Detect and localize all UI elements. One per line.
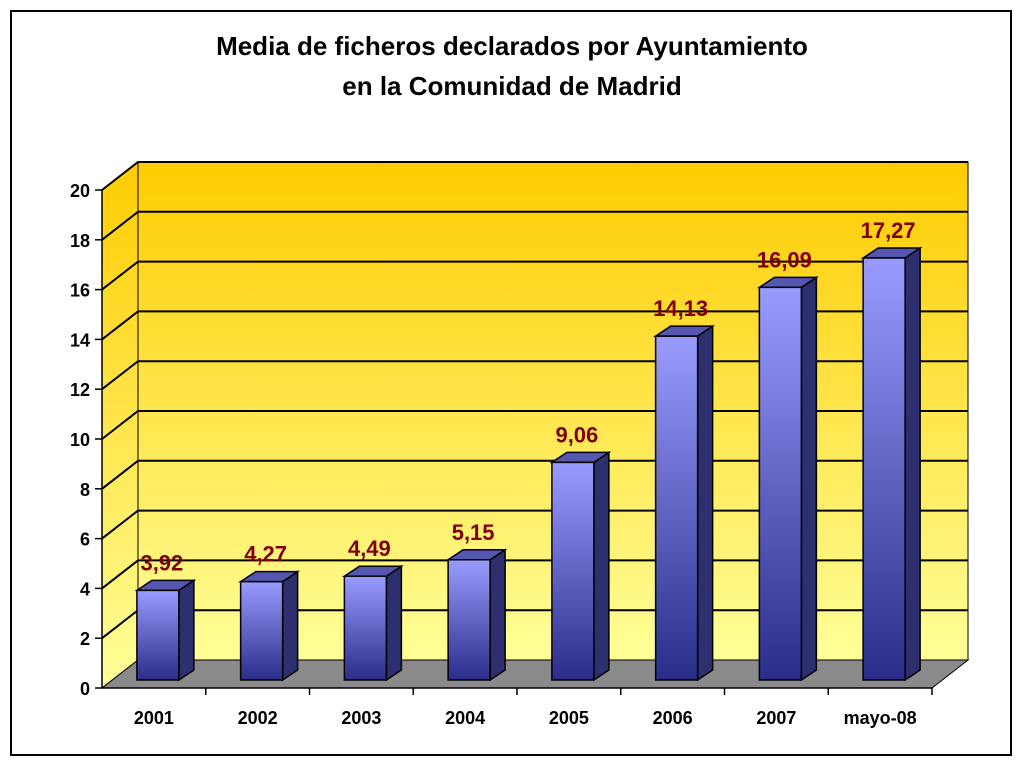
bar-side [385, 564, 403, 682]
bar-side [593, 451, 610, 682]
axes: 0 2 4 6 8 10 12 14 16 18 20 [70, 181, 933, 699]
bar-side [904, 246, 921, 682]
y-tick-label: 10 [70, 430, 90, 450]
bar [653, 324, 716, 682]
gridline [101, 210, 968, 241]
floor [100, 659, 970, 689]
bar-front [758, 286, 803, 681]
y-tick-label: 6 [80, 530, 90, 550]
data-label: 16,09 [757, 247, 812, 272]
gridline [101, 161, 968, 191]
y-tick-label: 18 [70, 231, 90, 251]
y-tick-label: 2 [80, 629, 90, 649]
y-tick-label: 12 [70, 380, 90, 400]
data-label: 17,27 [861, 218, 916, 243]
bar-front [447, 559, 491, 681]
bar-front [136, 589, 180, 681]
data-label: 4,27 [244, 542, 287, 567]
data-label: 14,13 [653, 296, 708, 321]
bar-front [862, 257, 906, 681]
bar-side [800, 275, 818, 682]
data-label: 5,15 [452, 520, 495, 545]
y-tick-label: 14 [70, 330, 90, 350]
bar [549, 451, 612, 682]
labels: 3,92 2001 4,27 2002 4,49 2003 5,15 2004 9,06 2005… [134, 218, 917, 728]
chart-title-line-2: en la Comunidad de Madrid [342, 71, 682, 101]
bar-side [281, 570, 299, 682]
y-tick-label: 8 [80, 480, 90, 500]
y-tick-label: 16 [70, 281, 90, 301]
y-tick-label: 0 [80, 679, 90, 699]
x-tick-label: 2003 [341, 708, 381, 728]
x-tick-label: 2006 [653, 708, 693, 728]
bars [134, 246, 923, 682]
bar [860, 246, 923, 682]
bar [756, 275, 819, 682]
bar-front [343, 575, 388, 681]
bar-side [696, 324, 714, 682]
bar [238, 570, 301, 682]
x-tick-label: 2001 [134, 708, 174, 728]
x-tick-label: 2007 [756, 708, 796, 728]
gridline [101, 310, 968, 341]
bar [134, 578, 197, 682]
chart-title: Media de ficheros declarados por Ayuntam… [0, 26, 1024, 106]
data-label: 9,06 [555, 422, 598, 447]
y-tick-label: 20 [70, 181, 90, 201]
x-tick-label: 2002 [238, 708, 278, 728]
bar [445, 548, 508, 682]
bar [341, 564, 404, 682]
data-label: 3,92 [140, 550, 183, 575]
bar-side [489, 548, 506, 682]
gridline [101, 260, 968, 291]
bar-front [654, 335, 699, 681]
x-tick-label: mayo-08 [844, 708, 917, 728]
data-label: 4,49 [348, 536, 391, 561]
y-tick-label: 4 [80, 579, 90, 599]
bar-side [178, 578, 195, 682]
chart-walls [100, 160, 970, 690]
bar-front [239, 580, 284, 681]
x-tick-label: 2005 [549, 708, 589, 728]
x-tick-label: 2004 [445, 708, 485, 728]
bar-front [551, 461, 595, 681]
chart-title-line-1: Media de ficheros declarados por Ayuntam… [216, 31, 808, 61]
